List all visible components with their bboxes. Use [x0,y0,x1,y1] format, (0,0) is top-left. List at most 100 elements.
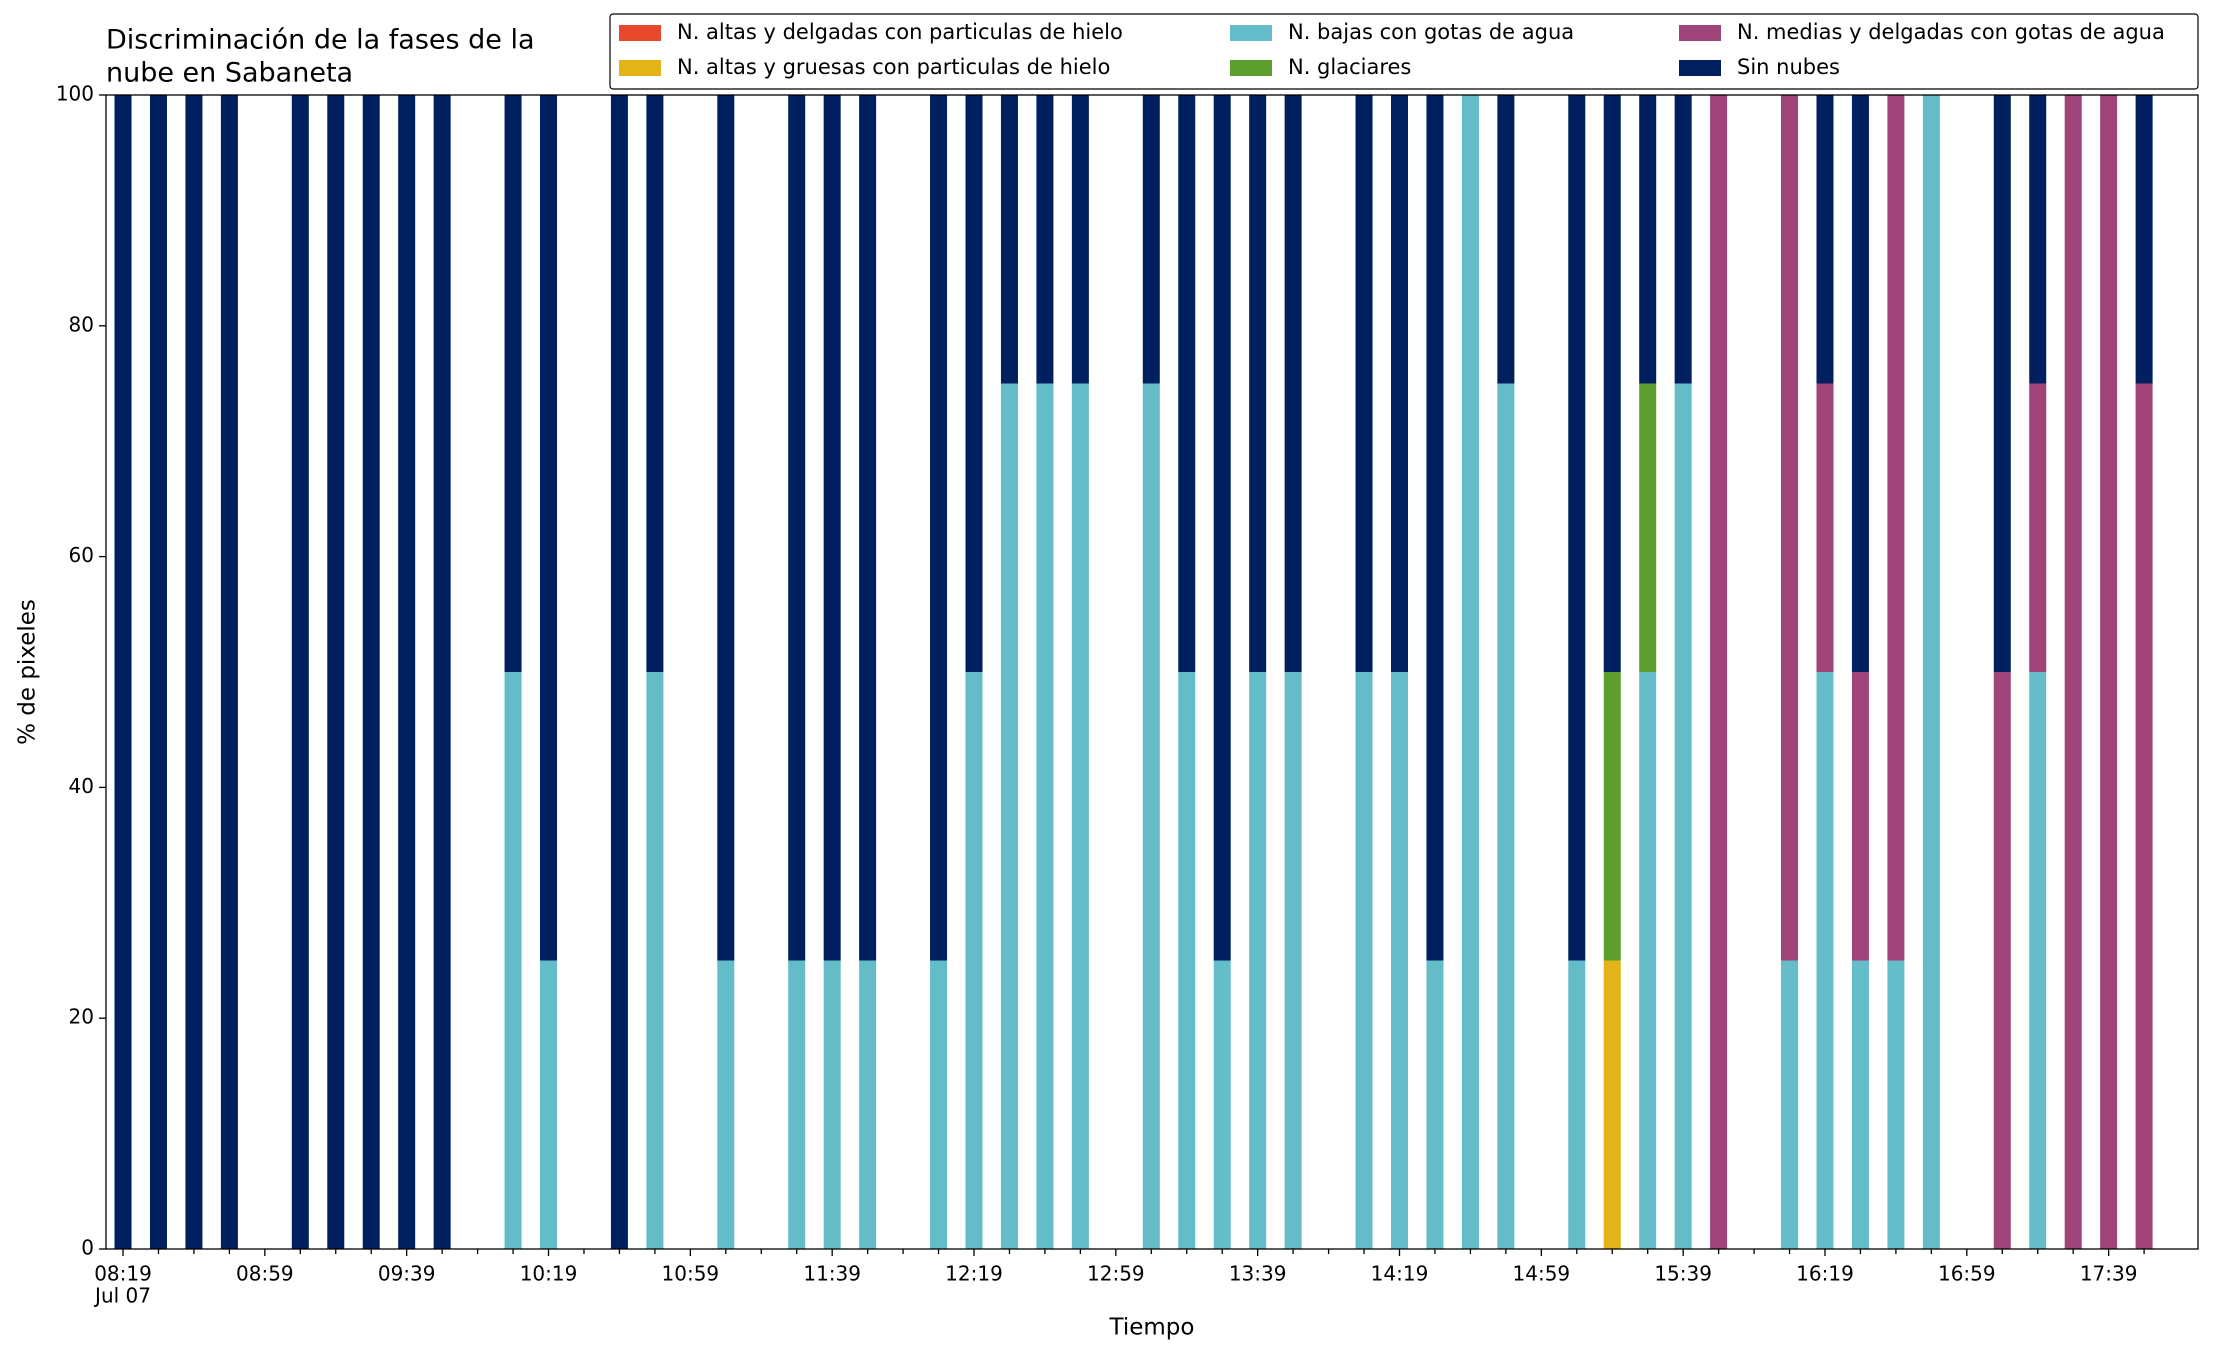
bar-segment [1142,383,1160,1249]
bar-segment [220,95,238,1249]
bar-segment [2029,672,2047,1249]
bar-segment [1851,672,1869,961]
legend-text: N. glaciares [1288,55,1411,79]
bar-segment [646,95,664,672]
bar-segment [823,95,841,961]
bar-segment [965,672,983,1249]
bar-segment [1639,383,1657,672]
x-tick-label: 10:59 [662,1262,720,1286]
bar-segment [2029,383,2047,672]
y-tick-label: 20 [69,1005,94,1029]
y-tick-label: 80 [69,312,94,336]
y-tick-label: 0 [81,1236,94,1260]
bar-segment [327,95,345,1249]
bar-segment [1036,95,1054,384]
bar-segment [114,95,132,1249]
bar-segment [1497,383,1515,1249]
legend-swatch [1679,25,1721,41]
bar-segment [2064,95,2082,1249]
legend-box [609,13,2199,90]
bar-segment [149,95,167,1249]
bar-segment [1887,95,1905,961]
bar-segment [823,960,841,1249]
bar-segment [540,95,558,961]
x-sublabel: Jul 07 [93,1284,151,1308]
bar-segment [1000,383,1018,1249]
bar-segment [1426,960,1444,1249]
bar-segment [1213,960,1231,1249]
legend-swatch [619,60,661,76]
y-tick-label: 60 [69,543,94,567]
bar-segment [2135,383,2153,1249]
bar-segment [1071,95,1089,384]
legend-text: N. bajas con gotas de agua [1288,20,1574,44]
bar-segment [1781,960,1799,1249]
bar-segment [2135,95,2153,384]
x-axis-label: Tiempo [1109,1315,1195,1341]
bar-segment [610,95,628,1249]
bar-segment [1426,95,1444,961]
x-tick-label: 13:39 [1229,1262,1287,1286]
bar-segment [1993,95,2011,672]
bar-segment [1461,95,1479,1249]
bar-segment [504,95,522,672]
legend-swatch [1679,60,1721,76]
y-tick-label: 40 [69,774,94,798]
bar-segment [1603,95,1621,672]
bar-segment [1639,95,1657,384]
bar-segment [291,95,309,1249]
bar-segment [717,960,735,1249]
bar-segment [859,95,877,961]
bar-segment [1178,672,1196,1249]
x-tick-label: 12:59 [1087,1262,1145,1286]
bar-segment [1390,95,1408,672]
bar-segment [1213,95,1231,961]
bar-segment [1851,95,1869,672]
bar-segment [1000,95,1018,384]
bar-segment [1674,383,1692,1249]
bar-segment [1816,95,1834,384]
bar-segment [1355,672,1373,1249]
legend-text: N. altas y delgadas con particulas de hi… [677,20,1123,44]
y-axis-label: % de pixeles [15,599,41,745]
legend-swatch [1230,60,1272,76]
bar-segment [1603,672,1621,961]
bar-segment [1284,672,1302,1249]
bar-segment [1284,95,1302,672]
bar-segment [362,95,380,1249]
bar-segment [1249,95,1267,672]
bar-segment [788,960,806,1249]
bar-segment [1390,672,1408,1249]
bar-segment [1993,672,2011,1249]
bar-segment [433,95,451,1249]
bar-segment [1603,960,1621,1249]
bar-segment [1816,672,1834,1249]
x-tick-label: 14:59 [1513,1262,1571,1286]
bar-segment [504,672,522,1249]
chart-title: Discriminación de la fases de la [106,25,535,56]
x-tick-label: 16:59 [1938,1262,1996,1286]
bar-segment [1887,960,1905,1249]
chart-title: nube en Sabaneta [106,58,353,89]
x-tick-label: 12:19 [945,1262,1003,1286]
bar-segment [859,960,877,1249]
bar-segment [1178,95,1196,672]
x-tick-label: 16:19 [1796,1262,1854,1286]
bar-segment [185,95,203,1249]
bar-segment [1036,383,1054,1249]
plot-frame [105,94,2199,1250]
bar-segment [398,95,416,1249]
bar-segment [2100,95,2118,1249]
bar-segment [1497,95,1515,384]
x-tick-label: 08:59 [236,1262,294,1286]
bar-segment [930,95,948,961]
bar-segment [1568,95,1586,961]
bar-segment [930,960,948,1249]
x-tick-label: 14:19 [1371,1262,1429,1286]
bar-segment [1249,672,1267,1249]
x-tick-label: 15:39 [1654,1262,1712,1286]
y-tick-label: 100 [56,82,94,106]
bar-segment [1781,95,1799,961]
legend-text: Sin nubes [1737,55,1840,79]
